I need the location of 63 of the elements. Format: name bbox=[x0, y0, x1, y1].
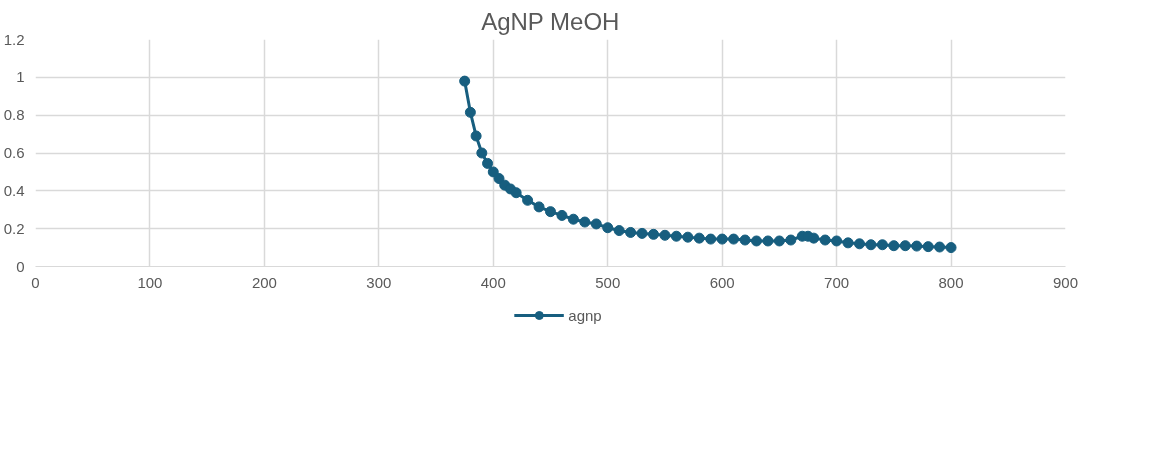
y-tick-label: 0 bbox=[16, 257, 25, 275]
point bbox=[464, 106, 476, 118]
x-tick-label: 100 bbox=[137, 273, 163, 291]
point bbox=[533, 201, 545, 213]
point bbox=[682, 231, 694, 243]
point bbox=[567, 213, 579, 225]
point bbox=[602, 222, 614, 234]
point bbox=[510, 187, 522, 199]
point bbox=[705, 233, 717, 245]
y-tick-label: 0.6 bbox=[3, 144, 25, 161]
point bbox=[648, 228, 659, 240]
point bbox=[659, 229, 671, 241]
point bbox=[482, 157, 494, 169]
point bbox=[693, 232, 705, 244]
point bbox=[590, 218, 602, 230]
x-tick-label: 500 bbox=[595, 273, 621, 291]
point bbox=[808, 232, 820, 244]
point bbox=[785, 234, 797, 246]
y-tick-label: 0.2 bbox=[3, 219, 25, 237]
point bbox=[556, 209, 568, 221]
chart-title: AgNP MeOH bbox=[481, 7, 620, 35]
point bbox=[831, 235, 843, 247]
y-tick-label: 0.4 bbox=[3, 181, 25, 199]
point bbox=[522, 194, 534, 206]
point bbox=[773, 235, 785, 247]
point bbox=[888, 240, 900, 252]
point bbox=[716, 233, 728, 245]
point bbox=[842, 237, 854, 249]
x-tick-label: 900 bbox=[1052, 273, 1079, 291]
point bbox=[545, 206, 556, 218]
point bbox=[911, 240, 923, 252]
point bbox=[476, 147, 488, 159]
x-tick-label: 300 bbox=[366, 273, 392, 291]
point bbox=[459, 75, 471, 87]
point bbox=[751, 235, 762, 247]
x-tick-label: 0 bbox=[31, 273, 40, 291]
point bbox=[670, 230, 682, 242]
point bbox=[739, 234, 751, 246]
x-tick-label: 600 bbox=[709, 273, 735, 291]
point bbox=[487, 166, 499, 178]
y-tick-label: 1 bbox=[16, 68, 25, 86]
point bbox=[876, 239, 888, 251]
x-tick-label: 800 bbox=[938, 273, 964, 291]
point bbox=[819, 234, 831, 246]
point bbox=[579, 216, 591, 228]
point bbox=[613, 225, 625, 237]
point bbox=[865, 239, 877, 251]
x-tick-label: 400 bbox=[480, 273, 506, 291]
y-tick-label: 0.8 bbox=[3, 106, 25, 124]
point bbox=[470, 130, 482, 142]
point bbox=[899, 240, 911, 252]
legend-label: agnp bbox=[568, 306, 602, 324]
point bbox=[762, 235, 774, 247]
point bbox=[922, 241, 934, 253]
point bbox=[854, 238, 865, 250]
point bbox=[934, 241, 946, 253]
x-tick-label: 700 bbox=[824, 273, 850, 291]
point bbox=[728, 233, 740, 245]
point bbox=[625, 226, 637, 238]
x-tick-label: 200 bbox=[251, 273, 277, 291]
point bbox=[636, 227, 648, 239]
y-tick-label: 1.2 bbox=[3, 30, 25, 48]
point bbox=[945, 242, 957, 254]
